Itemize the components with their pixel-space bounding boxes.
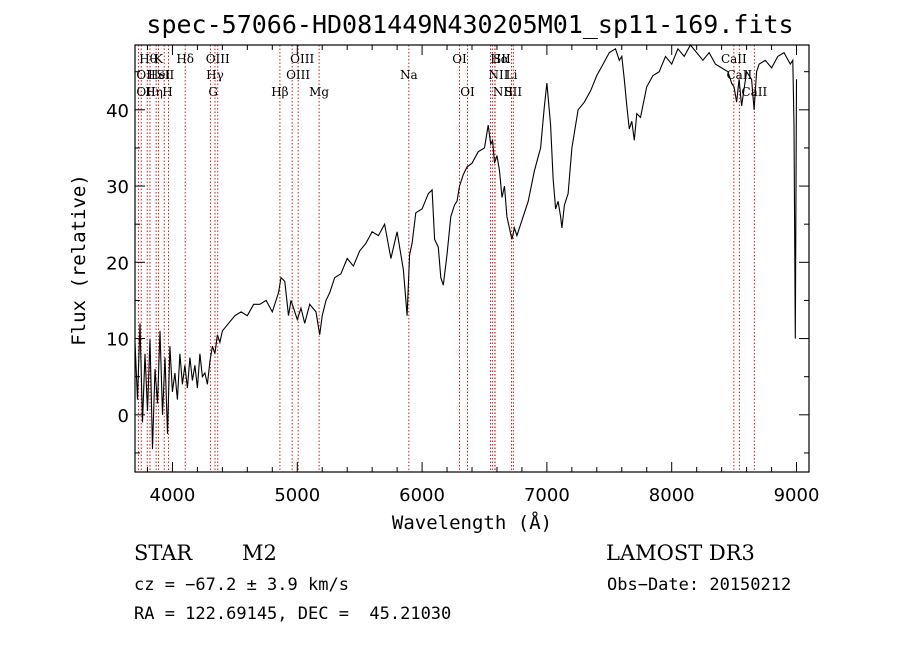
line-marker-label: Hθ	[139, 52, 157, 66]
line-marker-label: Li	[506, 68, 518, 82]
line-marker-label: K	[154, 52, 164, 66]
line-marker-label: H	[162, 85, 172, 99]
redshift-velocity: cz = −67.2 ± 3.9 km/s	[134, 575, 349, 595]
line-marker-labels: OII OII Hθ Hη HeI K SII H Hδ G Hγ OIII Hβ OIII OIII Mg N…	[136, 52, 767, 99]
line-marker-label: Hη	[145, 85, 163, 99]
line-markers	[137, 45, 755, 472]
line-marker-label: SII	[493, 52, 511, 66]
line-marker-label: Na	[400, 68, 418, 82]
spectrum-line	[134, 44, 798, 450]
line-marker-label: Hα	[490, 52, 509, 66]
object-type: STAR	[134, 541, 193, 565]
line-marker-label: OI	[460, 85, 475, 99]
line-marker-label: Mg	[309, 85, 329, 99]
y-tick-label: 40	[106, 101, 129, 122]
line-marker-label: OIII	[286, 68, 310, 82]
x-tick-label: 4000	[150, 485, 196, 506]
chart-title: spec-57066-HD081449N430205M01_sp11-169.f…	[146, 10, 793, 39]
line-marker-label: OII	[136, 85, 156, 99]
x-tick-label: 5000	[274, 485, 320, 506]
line-marker-label: CaII	[721, 52, 747, 66]
line-marker-label: NII	[493, 85, 513, 99]
line-marker-label: OIII	[290, 52, 314, 66]
x-axis-label: Wavelength (Å)	[392, 511, 552, 534]
x-tick-label: 8000	[649, 485, 695, 506]
line-marker-label: OI	[452, 52, 467, 66]
plot-frame	[134, 44, 810, 473]
x-tick-label: 6000	[399, 485, 445, 506]
line-marker-label: SII	[157, 68, 175, 82]
line-marker-label: OIII	[206, 52, 230, 66]
line-marker-label: NII	[488, 68, 508, 82]
line-marker-label: Hβ	[271, 85, 288, 99]
line-marker-label: SII	[504, 85, 522, 99]
line-marker-label: Hδ	[176, 52, 194, 66]
subclass: M2	[242, 541, 277, 565]
y-tick-label: 10	[106, 330, 129, 351]
survey-name: LAMOST DR3	[606, 541, 755, 565]
line-marker-label: G	[208, 85, 218, 99]
y-tick-label: 0	[118, 406, 129, 427]
y-tick-label: 30	[106, 177, 129, 198]
observation-date: Obs−Date: 20150212	[607, 575, 791, 595]
x-tick-label: 9000	[774, 485, 820, 506]
y-tick-label: 20	[106, 253, 129, 274]
line-marker-label: OII	[136, 68, 156, 82]
x-ticks: 4000 5000 6000 7000 8000 9000	[146, 45, 820, 506]
line-marker-label: Hγ	[206, 68, 224, 82]
x-tick-label: 7000	[524, 485, 570, 506]
coordinates: RA = 122.69145, DEC = 45.21030	[134, 604, 451, 624]
y-ticks: 0 10 20 30 40	[106, 71, 809, 454]
y-axis-label: Flux (relative)	[68, 174, 90, 346]
line-marker-label: HeI	[148, 68, 171, 82]
line-marker-label: CaII	[741, 85, 767, 99]
